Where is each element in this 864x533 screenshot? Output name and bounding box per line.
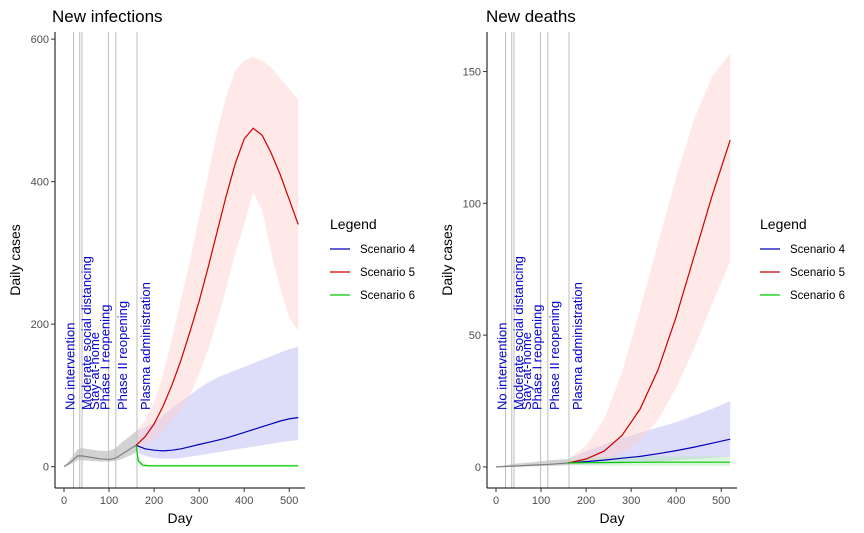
chart1-x-tick-label-2: 200 (145, 495, 163, 507)
chart1-y-axis-label: Daily cases (7, 224, 23, 296)
chart1-y-tick-label-2: 400 (31, 177, 49, 189)
chart1-title: New infections (52, 7, 163, 26)
chart1-band-2 (136, 56, 299, 451)
chart1-series-line-2 (135, 127, 299, 446)
chart1-series-line-3 (135, 445, 299, 467)
chart2-band-1 (568, 401, 731, 466)
chart2-series-line-3 (568, 461, 731, 464)
chart2-y-tick-label-3: 150 (463, 67, 481, 79)
chart1-event-label-5: Phase II reopening (115, 301, 130, 410)
chart2-legend-title: Legend (760, 216, 807, 232)
chart2-x-tick-label-0: 0 (493, 495, 499, 507)
chart1-x-tick-label-1: 100 (100, 495, 118, 507)
chart1-baseline-line (63, 444, 137, 468)
chart1-panel: No intervention Moderate social distancin… (7, 7, 416, 526)
chart2-baseline-band (496, 459, 569, 467)
chart2-x-tick-label-5: 500 (712, 495, 730, 507)
chart2-y-tick-label-1: 50 (469, 330, 481, 342)
chart1-y-tick-label-1: 200 (31, 319, 49, 331)
chart1-x-tick-label-0: 0 (61, 495, 67, 507)
chart2-event-label-1: No intervention (494, 323, 509, 410)
chart1-legend-label-3: Scenario 6 (360, 290, 415, 302)
chart1-event-label-1: No intervention (62, 323, 77, 410)
chart2-series-line-1 (568, 438, 731, 464)
chart2-y-tick-label-2: 100 (463, 198, 481, 210)
chart1-series-line-1 (135, 416, 299, 452)
chart1-legend-label-1: Scenario 4 (360, 244, 416, 256)
chart2-x-tick-label-1: 100 (532, 495, 550, 507)
chart1-baseline-band (64, 431, 137, 467)
chart1-plot-area: No intervention Moderate social distancin… (62, 32, 299, 488)
chart1-legend: Legend Scenario 4 Scenario 5 Scenario 6 (330, 216, 416, 302)
chart2-y-axis-label: Daily cases (439, 224, 455, 296)
chart1-event-label-2: Moderate social distancing (79, 256, 94, 410)
chart1-x-tick-label-4: 400 (235, 495, 253, 507)
chart1-legend-label-2: Scenario 5 (360, 267, 415, 279)
chart2-series-line-2 (567, 139, 731, 464)
chart1-x-tick-label-5: 500 (280, 495, 298, 507)
chart2-event-label-6: Plasma administration (570, 282, 585, 410)
chart1-x-axis-label: Day (168, 510, 193, 526)
chart2-band-3 (568, 456, 731, 466)
chart2-event-label-3: Stay-at-home (519, 332, 534, 410)
chart2-band-2 (568, 53, 731, 466)
chart2-legend-label-2: Scenario 5 (790, 267, 845, 279)
chart1-event-label-3: Stay-at-home (87, 332, 102, 410)
chart2-x-axis-label: Day (600, 510, 625, 526)
chart1-legend-title: Legend (330, 216, 377, 232)
chart2-legend-label-3: Scenario 6 (790, 290, 845, 302)
chart2-title: New deaths (486, 7, 576, 26)
chart1-y-tick-label-3: 600 (31, 34, 49, 46)
chart1-event-label-6: Plasma administration (138, 282, 153, 410)
chart1-band-1 (136, 346, 299, 459)
chart2-panel: No intervention Moderate social distancin… (439, 7, 846, 526)
chart2-legend: Legend Scenario 4 Scenario 5 Scenario 6 (760, 216, 846, 302)
chart1-x-tick-label-3: 300 (190, 495, 208, 507)
chart2-x-tick-label-4: 400 (667, 495, 685, 507)
chart2-legend-label-1: Scenario 4 (790, 244, 846, 256)
chart2-event-label-2: Moderate social distancing (511, 256, 526, 410)
chart2-event-label-5: Phase II reopening (547, 301, 562, 410)
chart1-event-label-4: Phase I reopening (98, 304, 113, 410)
chart2-baseline-line (495, 462, 569, 468)
chart2-y-tick-label-0: 0 (475, 462, 481, 474)
chart2-event-label-4: Phase I reopening (530, 304, 545, 410)
chart2-plot-area: No intervention Moderate social distancin… (494, 32, 731, 488)
chart2-x-tick-label-2: 200 (577, 495, 595, 507)
chart1-y-tick-label-0: 0 (43, 462, 49, 474)
chart2-x-tick-label-3: 300 (622, 495, 640, 507)
